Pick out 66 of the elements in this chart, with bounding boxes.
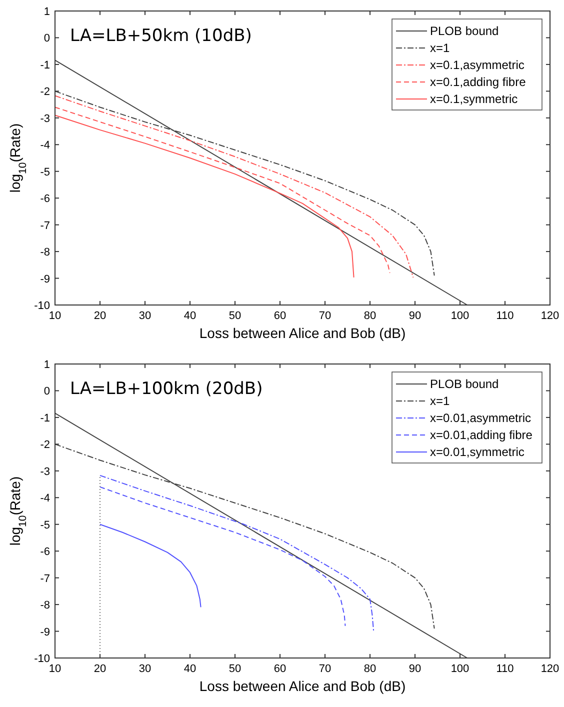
x-tick-label: 30: [138, 663, 152, 675]
y-tick-label: -8: [40, 600, 50, 612]
x-tick-label: 70: [318, 663, 332, 675]
x-tick-label: 110: [496, 310, 514, 322]
x-tick-label: 80: [364, 310, 376, 322]
legend-label: x=1: [430, 394, 450, 408]
legend-label: x=0.01,asymmetric: [430, 411, 532, 425]
x-tick-label: 90: [408, 310, 422, 322]
legend-label: x=0.01,symmetric: [430, 445, 524, 459]
y-tick-label: -7: [40, 220, 50, 232]
y-tick-label: -10: [34, 300, 50, 312]
legend-label: x=0.1,adding fibre: [430, 75, 526, 89]
x-tick-label: 60: [274, 310, 286, 322]
x-tick-label: 90: [408, 663, 422, 675]
y-tick-label: -9: [40, 273, 50, 286]
y-tick-label: -3: [40, 112, 50, 125]
x-tick-label: 50: [228, 310, 242, 322]
y-tick-label: 0: [44, 32, 50, 45]
x-tick-label: 30: [138, 310, 152, 322]
legend-label: x=1: [430, 41, 450, 55]
y-tick-label: -5: [40, 166, 50, 178]
x-tick-label: 10: [48, 663, 62, 675]
x-tick-label: 20: [94, 663, 106, 675]
y-tick-label: -8: [40, 246, 50, 259]
y-tick-label: -1: [40, 59, 50, 72]
line-series: [100, 524, 202, 608]
x-tick-label: 120: [540, 310, 560, 322]
y-tick-label: -10: [34, 653, 50, 665]
x-axis-title: Loss between Alice and Bob (dB): [199, 325, 406, 341]
legend-label: PLOB bound: [430, 377, 499, 391]
y-tick-label: -4: [40, 140, 50, 152]
y-tick-label: -6: [40, 193, 50, 206]
annotation: LA=LB+100km (20dB): [70, 379, 263, 399]
y-tick-label: -5: [40, 519, 50, 532]
legend-label: x=0.01,adding fibre: [430, 428, 533, 442]
x-tick-label: 60: [274, 663, 286, 675]
legend-label: PLOB bound: [430, 24, 499, 38]
y-tick-label: 1: [44, 6, 50, 18]
y-tick-label: -3: [40, 466, 50, 478]
y-tick-label: -2: [40, 86, 50, 98]
x-tick-label: 20: [94, 310, 106, 322]
x-tick-label: 50: [228, 663, 242, 675]
x-tick-label: 110: [496, 663, 514, 675]
line-series: [100, 486, 346, 626]
x-tick-label: 40: [184, 310, 196, 322]
legend-label: x=0.1,asymmetric: [430, 58, 524, 72]
x-axis-title: Loss between Alice and Bob (dB): [199, 678, 406, 694]
y-tick-label: -7: [40, 572, 50, 585]
x-tick-label: 100: [450, 663, 470, 675]
x-tick-label: 80: [364, 663, 376, 675]
y-tick-label: -4: [40, 492, 50, 505]
x-tick-label: 70: [318, 310, 332, 322]
y-tick-label: -1: [40, 412, 50, 424]
x-tick-label: 100: [450, 310, 470, 322]
x-tick-label: 120: [540, 663, 560, 675]
y-tick-label: 1: [44, 359, 50, 371]
x-tick-label: 40: [184, 663, 196, 675]
x-tick-label: 10: [48, 310, 62, 322]
y-tick-label: -2: [40, 439, 50, 452]
legend-label: x=0.1,symmetric: [430, 92, 518, 106]
y-tick-label: 0: [44, 386, 50, 398]
line-series: [54, 114, 354, 278]
line-series: [100, 474, 374, 632]
y-tick-label: -9: [40, 626, 50, 638]
y-tick-label: -6: [40, 546, 50, 558]
annotation: LA=LB+50km (10dB): [70, 26, 252, 46]
